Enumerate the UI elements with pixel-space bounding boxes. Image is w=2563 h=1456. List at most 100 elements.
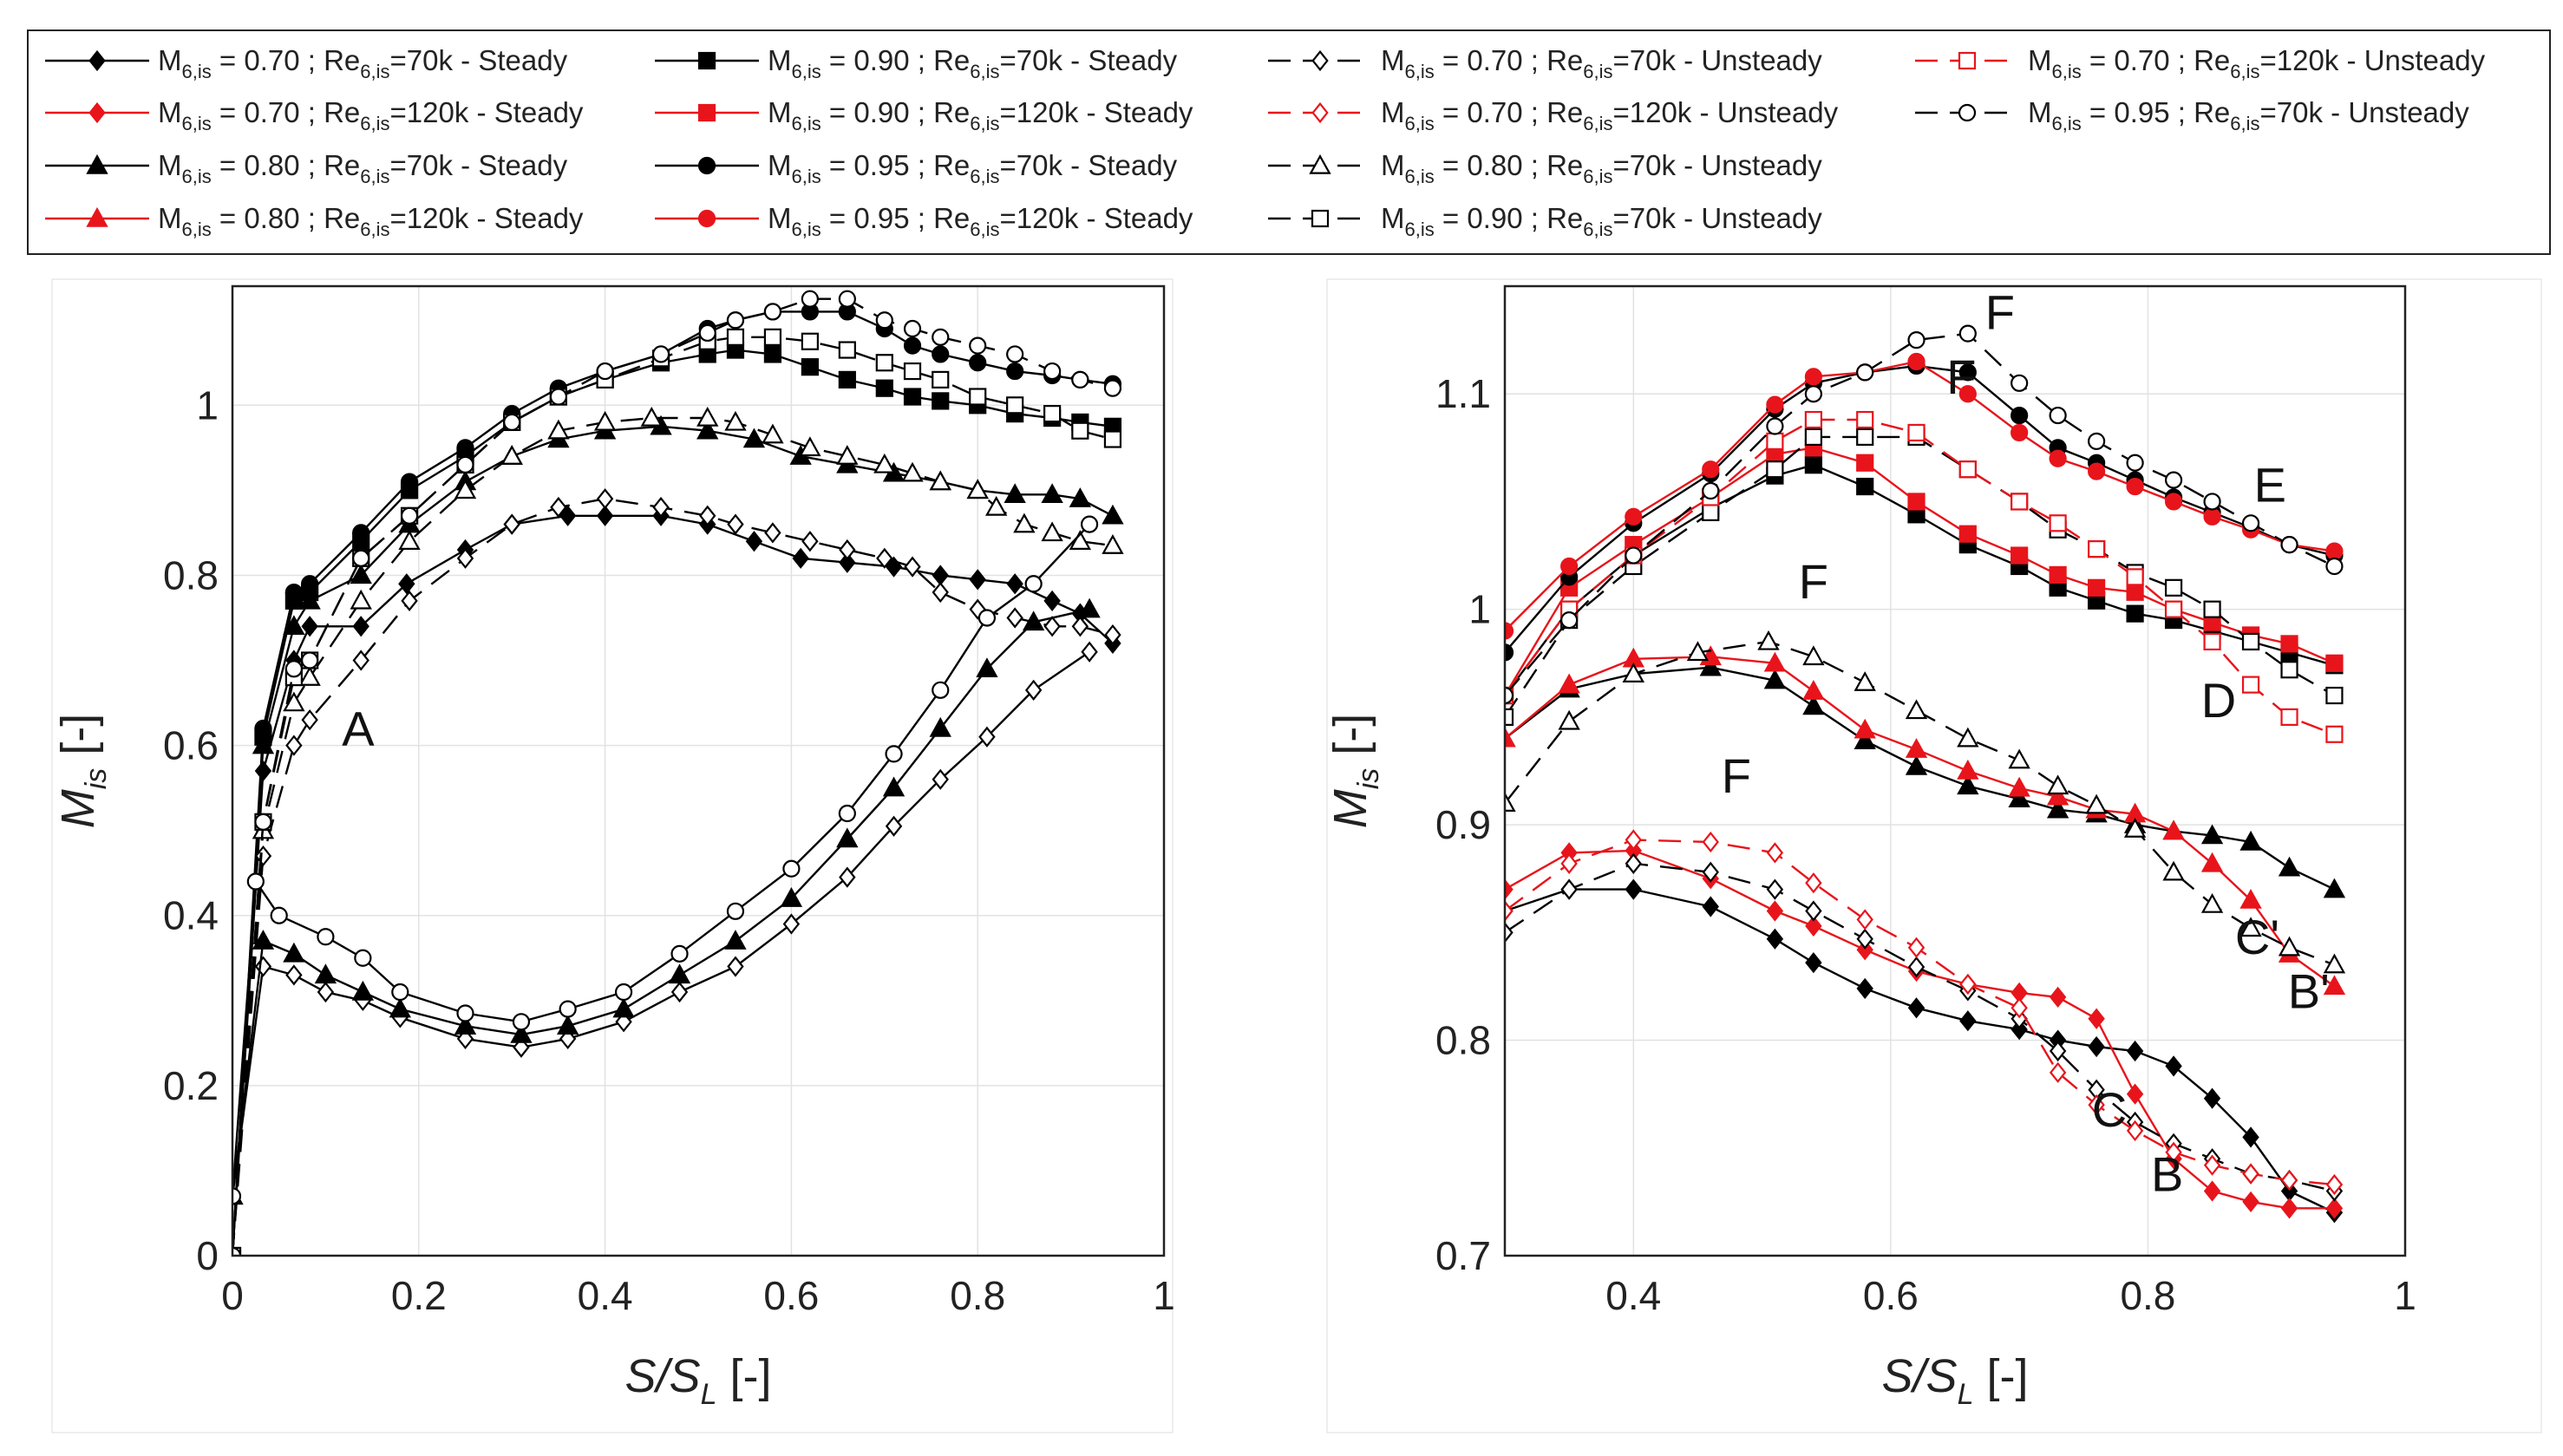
data-point <box>696 419 719 440</box>
legend-item: M6,is = 0.80 ; Re6,is=70k - Steady <box>45 149 568 187</box>
legend-item: M6,is = 0.95 ; Re6,is=120k - Steady <box>655 202 1193 240</box>
series-line <box>232 514 1114 1256</box>
data-point <box>350 589 372 610</box>
data-point <box>2011 406 2029 425</box>
data-point <box>550 496 567 519</box>
data-point <box>1766 432 1784 450</box>
data-point <box>2239 830 2262 851</box>
data-point <box>2088 578 2106 597</box>
data-point <box>2200 892 2224 913</box>
data-point <box>596 488 614 510</box>
data-point <box>1043 405 1062 423</box>
data-point <box>1907 956 1926 978</box>
y-tick-label: 0.8 <box>1435 1018 1491 1063</box>
annotation-label: B <box>2151 1146 2183 1201</box>
annotation-label: E <box>2254 457 2286 512</box>
data-point <box>969 569 986 591</box>
data-point <box>2088 1094 2105 1116</box>
data-point <box>1766 395 1784 414</box>
data-point <box>727 956 744 977</box>
data-point <box>1004 483 1026 504</box>
data-point <box>698 323 716 343</box>
legend-item: M6,is = 0.70 ; Re6,is=120k - Unsteady <box>1915 44 2486 82</box>
data-point <box>801 531 819 552</box>
data-point <box>614 983 633 1002</box>
data-point <box>2325 1173 2344 1196</box>
data-point <box>929 470 951 491</box>
data-point <box>885 745 903 763</box>
y-tick-label: 0.4 <box>163 893 219 938</box>
legend-label: M6,is = 0.70 ; Re6,is=120k - Unsteady <box>2028 44 2486 82</box>
data-point <box>1686 641 1710 662</box>
data-point <box>792 547 809 569</box>
data-point <box>1907 493 1926 511</box>
data-point <box>1907 423 1926 442</box>
data-point <box>1958 363 1977 382</box>
data-point <box>1766 417 1784 435</box>
data-point <box>317 981 335 1003</box>
data-point <box>1103 379 1122 397</box>
data-point <box>839 552 856 573</box>
data-point <box>2325 686 2344 705</box>
data-point <box>1757 630 1780 650</box>
data-point <box>1071 616 1089 637</box>
legend-item: M6,is = 0.90 ; Re6,is=120k - Steady <box>655 96 1193 134</box>
data-point <box>640 406 663 427</box>
data-point <box>301 616 318 637</box>
series-13 <box>1505 324 2344 705</box>
data-point <box>1804 385 1822 403</box>
data-point <box>2203 507 2221 526</box>
x-tick-label: 0.6 <box>1863 1273 1919 1318</box>
data-point <box>726 902 745 920</box>
data-point <box>2203 1154 2221 1176</box>
data-point <box>284 660 303 678</box>
data-point <box>1505 900 1514 922</box>
data-point <box>1702 831 1719 853</box>
data-point <box>1856 939 1873 961</box>
data-point <box>2126 477 2144 496</box>
data-point <box>875 311 893 330</box>
data-point <box>2008 748 2030 769</box>
data-point <box>400 473 419 491</box>
data-point <box>2011 374 2029 392</box>
data-point <box>1006 396 1024 415</box>
legend-marker <box>697 209 716 228</box>
data-point <box>1856 477 1874 496</box>
legend-item: M6,is = 0.95 ; Re6,is=70k - Steady <box>655 149 1178 187</box>
data-point <box>904 556 921 578</box>
data-point <box>724 410 747 431</box>
legend-item: M6,is = 0.70 ; Re6,is=120k - Unsteady <box>1268 96 1839 134</box>
data-point <box>2049 1061 2067 1083</box>
data-point <box>301 651 319 669</box>
data-point <box>838 290 856 308</box>
right-x-axis-label: S/SL [-] <box>1882 1350 2029 1411</box>
data-point <box>838 370 856 388</box>
legend: M6,is = 0.70 ; Re6,is=70k - Steady M6,is … <box>27 29 2551 255</box>
data-point <box>782 859 801 878</box>
data-point <box>1804 428 1822 447</box>
data-point <box>1702 503 1720 521</box>
data-point <box>2049 565 2067 584</box>
data-point <box>1104 624 1121 646</box>
data-point <box>1505 878 1514 900</box>
data-point <box>1854 718 1876 739</box>
data-point <box>724 930 747 950</box>
series-10 <box>1505 630 2346 974</box>
data-point <box>2046 774 2069 795</box>
data-point <box>391 983 409 1002</box>
data-point <box>1081 641 1098 663</box>
legend-label: M6,is = 0.95 ; Re6,is=70k - Unsteady <box>2028 96 2469 134</box>
data-point <box>1625 546 1643 565</box>
right-tick-labels: 0.4 0.6 0.8 1 0.7 0.8 0.9 1 1.1 <box>1435 371 2416 1318</box>
data-point <box>782 913 801 935</box>
data-point <box>512 1013 531 1031</box>
data-point <box>1905 738 1928 758</box>
data-point <box>2241 676 2260 694</box>
data-point <box>1505 708 1514 726</box>
data-point <box>252 930 275 950</box>
data-point <box>2280 536 2298 554</box>
data-point <box>2280 1198 2298 1219</box>
legend-label: M6,is = 0.70 ; Re6,is=120k - Unsteady <box>1381 96 1839 134</box>
legend-label: M6,is = 0.90 ; Re6,is=70k - Steady <box>768 44 1178 82</box>
